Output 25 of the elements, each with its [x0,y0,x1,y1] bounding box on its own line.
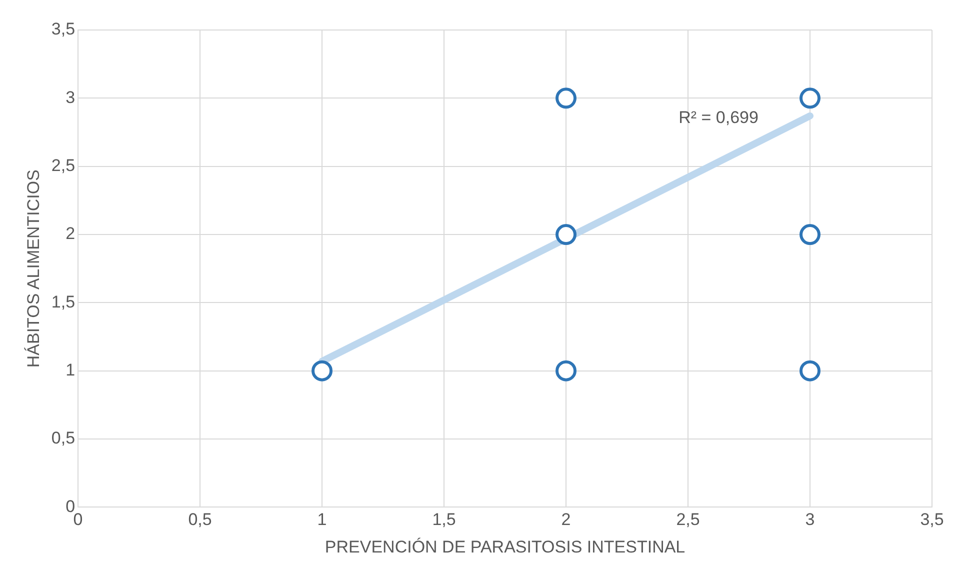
y-tick-label: 2 [66,224,76,244]
point [800,88,821,109]
point [556,224,577,246]
point [556,360,577,382]
y-tick-label: 1 [66,360,76,380]
y-tick-label: 2,5 [51,156,76,176]
point [312,360,333,382]
y-tick-label: 0,5 [51,428,76,448]
y-tick-label: 0 [66,496,76,516]
x-tick-label: 3,5 [920,510,944,530]
x-tick-label: 1 [317,510,327,530]
x-tick-label: 2,5 [676,510,700,530]
y-tick-label: 3,5 [51,20,76,39]
x-tick-label: 0,5 [188,510,212,530]
x-axis-title: PREVENCIÓN DE PARASITOSIS INTESTINAL [324,537,686,556]
y-tick-label: 1,5 [51,292,76,312]
y-axis-title: HÁBITOS ALIMENTICIOS [24,170,43,368]
y-tick-label: 3 [66,88,76,107]
point [800,224,821,246]
annotation: R² = 0,699 [678,108,758,127]
point [556,88,577,109]
x-tick-label: 2 [561,510,571,530]
x-tick-label: 1,5 [432,510,456,530]
x-tick-label: 3 [805,510,815,530]
point [800,360,821,382]
